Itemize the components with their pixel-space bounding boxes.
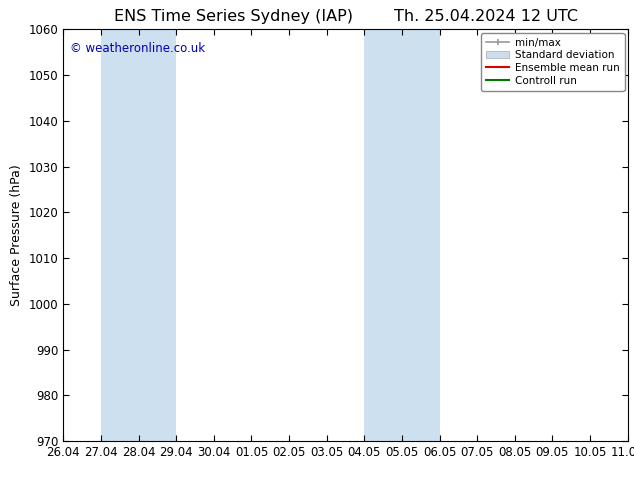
Bar [101,29,176,441]
Title: ENS Time Series Sydney (IAP)        Th. 25.04.2024 12 UTC: ENS Time Series Sydney (IAP) Th. 25.04.2… [113,9,578,24]
Y-axis label: Surface Pressure (hPa): Surface Pressure (hPa) [10,164,23,306]
Bar [365,29,439,441]
Text: © weatheronline.co.uk: © weatheronline.co.uk [70,42,205,55]
Legend: min/max, Standard deviation, Ensemble mean run, Controll run: min/max, Standard deviation, Ensemble me… [481,32,624,91]
Bar [628,29,634,441]
